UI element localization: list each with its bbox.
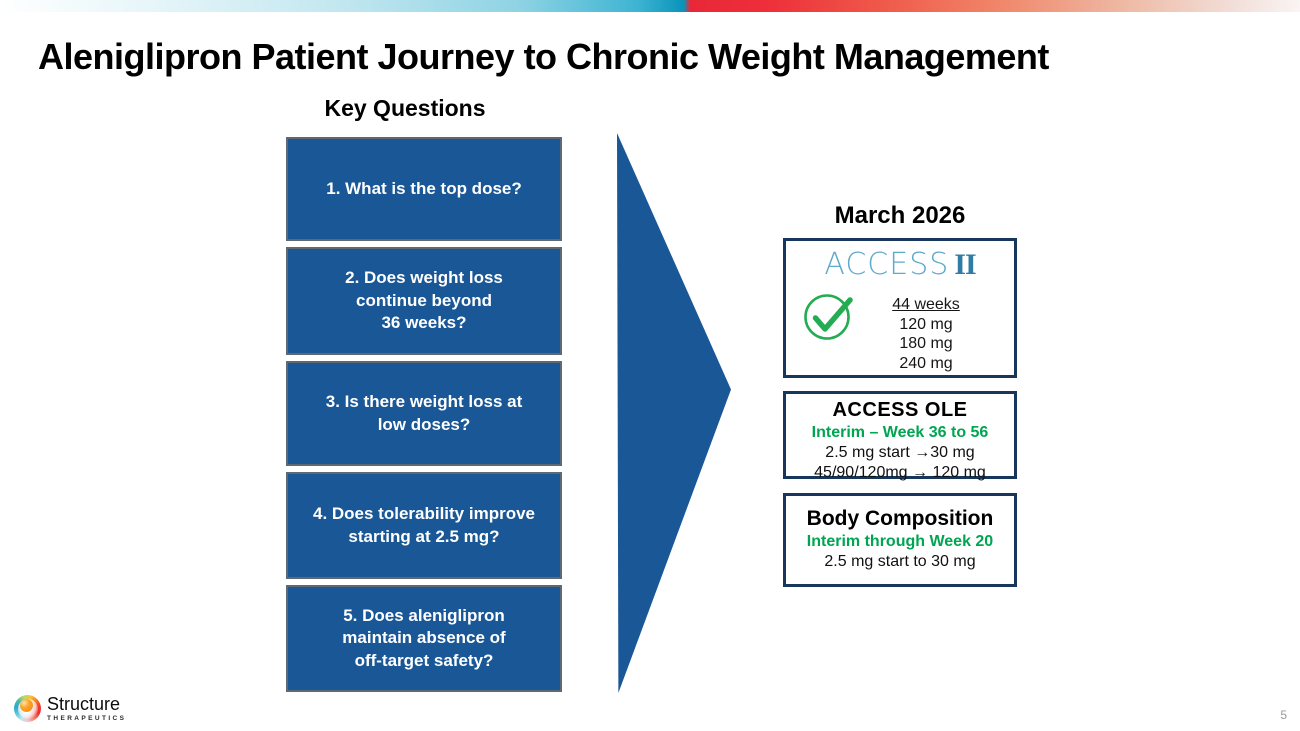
question-text-5: 5. Does aleniglipron maintain absence of…	[342, 605, 506, 670]
access2-logo: ACCESS II	[786, 248, 1014, 281]
access2-logo-word: ACCESS	[824, 247, 950, 282]
page-number: 5	[1280, 708, 1287, 722]
structure-logo-orange-dot	[20, 698, 33, 712]
question-text-1: 1. What is the top dose?	[326, 178, 522, 198]
body-composition-card: Body Composition Interim through Week 20…	[783, 493, 1017, 587]
access2-card: ACCESS II 44 weeks 120 mg 180 mg 240 mg	[783, 238, 1017, 378]
key-questions-heading: Key Questions	[324, 95, 486, 121]
access-ole-subtitle: Interim – Week 36 to 56	[811, 424, 989, 441]
question-box-4: 4. Does tolerability improve starting at…	[286, 472, 562, 579]
body-composition-line1: 2.5 mg start to 30 mg	[824, 553, 976, 570]
key-questions-column: 1. What is the top dose? 2. Does weight …	[286, 137, 562, 698]
question-box-1: 1. What is the top dose?	[286, 137, 562, 241]
access2-dose-block: 44 weeks 120 mg 180 mg 240 mg	[864, 295, 988, 373]
access2-dose-3: 240 mg	[899, 354, 953, 372]
checkmark-icon	[804, 294, 853, 340]
body-composition-subtitle: Interim through Week 20	[806, 533, 994, 550]
structure-logo-subtext: THERAPEUTICS	[47, 715, 127, 722]
access2-duration: 44 weeks	[892, 296, 960, 313]
structure-logo-text: Structure THERAPEUTICS	[47, 694, 127, 723]
body-composition-title: Body Composition	[806, 507, 994, 530]
question-text-3: 3. Is there weight loss at low doses?	[325, 392, 523, 434]
question-box-5: 5. Does aleniglipron maintain absence of…	[286, 585, 562, 692]
structure-logo-icon	[14, 695, 41, 722]
question-text-4: 4. Does tolerability improve starting at…	[312, 504, 535, 546]
structure-therapeutics-logo: Structure THERAPEUTICS	[14, 695, 126, 722]
access-ole-line1: 2.5 mg start →30 mg	[825, 444, 975, 461]
structure-logo-name: Structure	[47, 694, 121, 714]
accent-gradient-bar	[0, 0, 1300, 12]
access-ole-card: ACCESS OLE Interim – Week 36 to 56 2.5 m…	[783, 391, 1017, 481]
access2-dose-2: 180 mg	[899, 335, 953, 352]
access2-dose-1: 120 mg	[899, 315, 953, 333]
question-box-2: 2. Does weight loss continue beyond 36 w…	[286, 247, 562, 355]
question-text-2: 2. Does weight loss continue beyond 36 w…	[345, 268, 503, 333]
slide-title: Aleniglipron Patient Journey to Chronic …	[38, 36, 1049, 77]
access-ole-title: ACCESS OLE	[832, 399, 968, 421]
access2-logo-numeral: II	[954, 248, 976, 281]
access-ole-line2: 45/90/120mg → 120 mg	[814, 464, 986, 481]
question-box-3: 3. Is there weight loss at low doses?	[286, 361, 562, 466]
flow-arrow-right	[617, 133, 731, 693]
date-heading: March 2026	[834, 202, 966, 229]
